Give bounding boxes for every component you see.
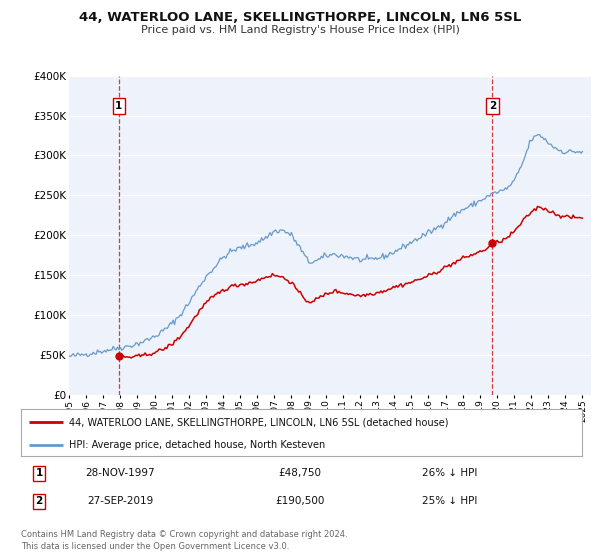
Text: 44, WATERLOO LANE, SKELLINGTHORPE, LINCOLN, LN6 5SL (detached house): 44, WATERLOO LANE, SKELLINGTHORPE, LINCO… — [68, 417, 448, 427]
Text: Price paid vs. HM Land Registry's House Price Index (HPI): Price paid vs. HM Land Registry's House … — [140, 25, 460, 35]
Text: 2: 2 — [35, 496, 43, 506]
Text: 27-SEP-2019: 27-SEP-2019 — [87, 496, 153, 506]
Text: £190,500: £190,500 — [275, 496, 325, 506]
Text: 1: 1 — [115, 101, 122, 111]
Text: 26% ↓ HPI: 26% ↓ HPI — [422, 468, 478, 478]
Text: 44, WATERLOO LANE, SKELLINGTHORPE, LINCOLN, LN6 5SL: 44, WATERLOO LANE, SKELLINGTHORPE, LINCO… — [79, 11, 521, 24]
Text: 25% ↓ HPI: 25% ↓ HPI — [422, 496, 478, 506]
Text: HPI: Average price, detached house, North Kesteven: HPI: Average price, detached house, Nort… — [68, 440, 325, 450]
Text: Contains HM Land Registry data © Crown copyright and database right 2024.: Contains HM Land Registry data © Crown c… — [21, 530, 347, 539]
Text: 28-NOV-1997: 28-NOV-1997 — [85, 468, 155, 478]
Text: £48,750: £48,750 — [278, 468, 322, 478]
Text: 1: 1 — [35, 468, 43, 478]
Text: This data is licensed under the Open Government Licence v3.0.: This data is licensed under the Open Gov… — [21, 542, 289, 551]
Text: 2: 2 — [489, 101, 496, 111]
